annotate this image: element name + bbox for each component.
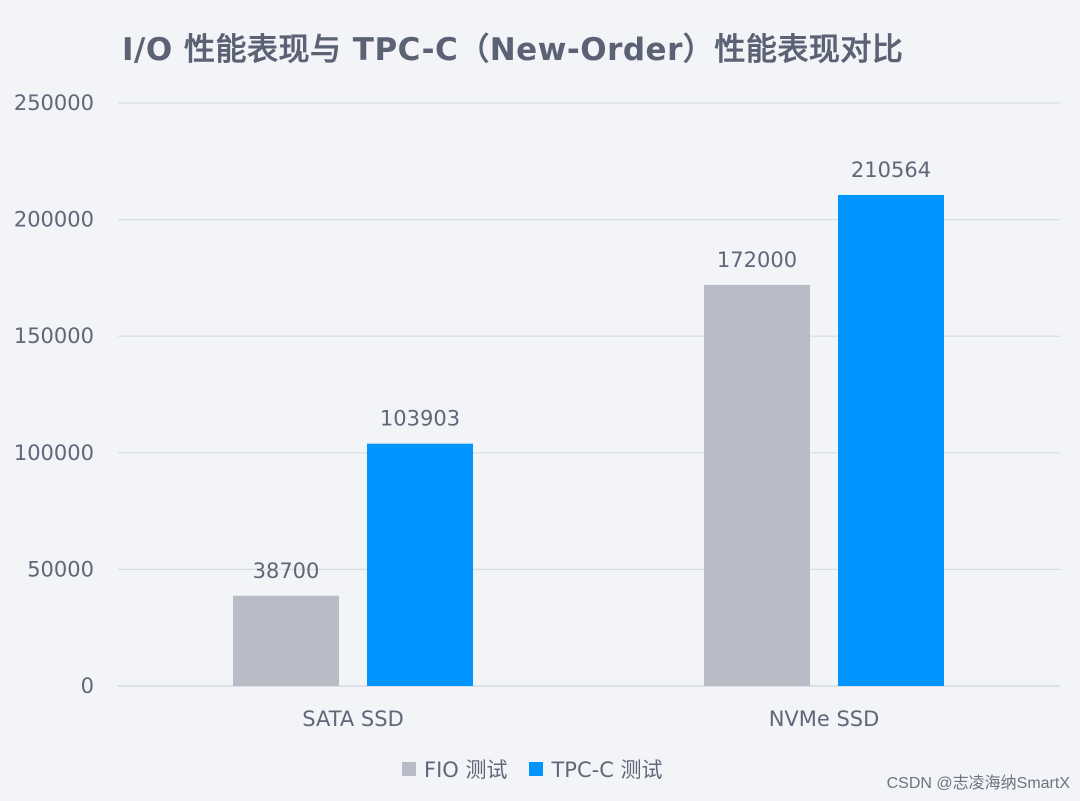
watermark: CSDN @志凌海纳SmartX xyxy=(886,775,1070,792)
data-label: 38700 xyxy=(253,559,320,583)
chart-title: I/O 性能表现与 TPC-C（New-Order）性能表现对比 xyxy=(122,32,904,68)
legend-item-fio: FIO 测试 xyxy=(402,754,507,784)
bar xyxy=(838,194,944,686)
bar xyxy=(367,443,473,686)
bar xyxy=(704,284,810,686)
y-tick-label: 150000 xyxy=(14,324,94,348)
data-label: 172000 xyxy=(717,248,797,272)
chart-legend: FIO 测试 TPC-C 测试 xyxy=(402,754,663,784)
legend-item-tpcc: TPC-C 测试 xyxy=(529,754,663,784)
y-tick-label: 0 xyxy=(81,674,94,698)
bar xyxy=(233,595,339,686)
x-tick-label: NVMe SSD xyxy=(769,707,880,731)
legend-label-fio: FIO 测试 xyxy=(424,758,508,782)
legend-swatch-tpcc xyxy=(529,762,544,776)
y-tick-label: 250000 xyxy=(14,91,94,115)
y-tick-label: 50000 xyxy=(27,557,94,581)
x-tick-label: SATA SSD xyxy=(302,707,404,731)
data-label: 103903 xyxy=(380,407,460,431)
legend-swatch-fio xyxy=(402,762,416,776)
legend-label-tpcc: TPC-C 测试 xyxy=(551,758,663,782)
data-label: 210564 xyxy=(851,158,931,182)
y-tick-label: 100000 xyxy=(14,441,94,465)
y-tick-label: 200000 xyxy=(14,208,94,232)
